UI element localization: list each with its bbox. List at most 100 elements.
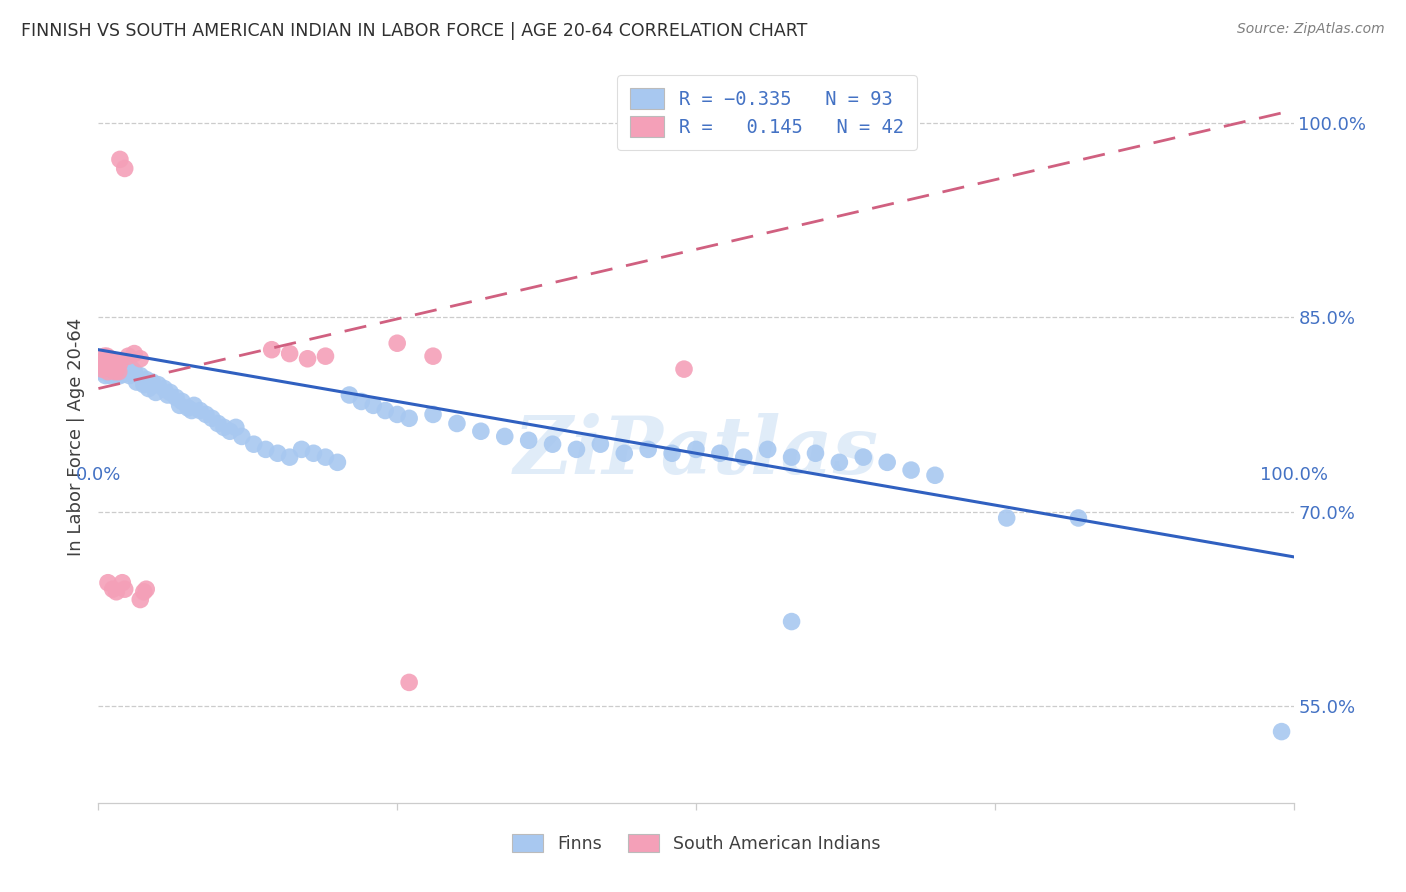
Point	[733, 450, 755, 464]
Point	[114, 365, 136, 379]
Point	[135, 582, 157, 597]
Point	[97, 362, 120, 376]
Point	[110, 365, 132, 379]
Point	[91, 365, 114, 379]
Point	[177, 401, 200, 415]
Point	[98, 362, 122, 376]
Point	[398, 411, 420, 425]
Point	[104, 365, 127, 379]
Point	[297, 351, 319, 366]
Point	[138, 382, 160, 396]
Point	[804, 446, 827, 460]
Point	[91, 356, 114, 370]
Point	[446, 417, 468, 431]
Point	[108, 153, 131, 167]
Point	[278, 450, 301, 464]
Y-axis label: In Labor Force | Age 20-64: In Labor Force | Age 20-64	[66, 318, 84, 557]
Point	[114, 582, 136, 597]
Point	[108, 356, 131, 370]
Point	[98, 359, 122, 374]
Point	[91, 359, 114, 374]
Point	[145, 385, 167, 400]
Point	[111, 575, 134, 590]
Point	[96, 359, 118, 374]
Point	[374, 403, 396, 417]
Point	[101, 359, 124, 374]
Point	[278, 346, 301, 360]
Point	[363, 398, 385, 412]
Point	[494, 429, 516, 443]
Point	[219, 424, 242, 438]
Text: Source: ZipAtlas.com: Source: ZipAtlas.com	[1237, 22, 1385, 37]
Point	[900, 463, 922, 477]
Point	[94, 351, 117, 366]
Point	[231, 429, 253, 443]
Point	[876, 455, 898, 469]
Point	[995, 511, 1018, 525]
Point	[96, 365, 118, 379]
Text: ZiPatlas: ZiPatlas	[513, 413, 879, 491]
Point	[115, 359, 138, 374]
Point	[97, 575, 120, 590]
Point	[98, 351, 122, 366]
Point	[156, 388, 179, 402]
Point	[105, 584, 128, 599]
Point	[207, 417, 229, 431]
Point	[225, 420, 247, 434]
Point	[212, 420, 235, 434]
Point	[111, 362, 134, 376]
Text: 0.0%: 0.0%	[76, 467, 121, 484]
Point	[780, 615, 803, 629]
Point	[93, 349, 115, 363]
Point	[339, 388, 361, 402]
Point	[112, 368, 135, 382]
Point	[422, 408, 444, 422]
Point	[108, 368, 131, 383]
Point	[94, 356, 117, 370]
Point	[470, 424, 492, 438]
Text: FINNISH VS SOUTH AMERICAN INDIAN IN LABOR FORCE | AGE 20-64 CORRELATION CHART: FINNISH VS SOUTH AMERICAN INDIAN IN LABO…	[21, 22, 807, 40]
Point	[135, 372, 157, 386]
Point	[117, 365, 139, 379]
Point	[107, 362, 129, 376]
Point	[103, 359, 125, 374]
Point	[924, 468, 946, 483]
Point	[91, 362, 114, 376]
Point	[98, 365, 121, 379]
Point	[350, 394, 373, 409]
Point	[104, 365, 127, 379]
Point	[613, 446, 636, 460]
Point	[422, 349, 444, 363]
Point	[132, 584, 155, 599]
Point	[125, 375, 148, 389]
Point	[315, 349, 337, 363]
Point	[100, 365, 122, 379]
Point	[96, 349, 118, 363]
Point	[291, 442, 314, 457]
Point	[1067, 511, 1090, 525]
Point	[129, 592, 152, 607]
Point	[315, 450, 337, 464]
Point	[101, 356, 124, 370]
Point	[101, 366, 124, 380]
Point	[709, 446, 731, 460]
Point	[565, 442, 588, 457]
Point	[673, 362, 696, 376]
Point	[159, 385, 181, 400]
Point	[756, 442, 779, 457]
Point	[852, 450, 875, 464]
Point	[107, 359, 129, 374]
Text: 100.0%: 100.0%	[1260, 467, 1327, 484]
Point	[195, 408, 218, 422]
Point	[114, 161, 136, 176]
Point	[637, 442, 659, 457]
Point	[302, 446, 325, 460]
Point	[828, 455, 851, 469]
Point	[124, 365, 146, 379]
Point	[101, 582, 124, 597]
Point	[589, 437, 612, 451]
Point	[93, 359, 115, 374]
Point	[398, 675, 420, 690]
Point	[107, 365, 129, 379]
Point	[93, 362, 115, 376]
